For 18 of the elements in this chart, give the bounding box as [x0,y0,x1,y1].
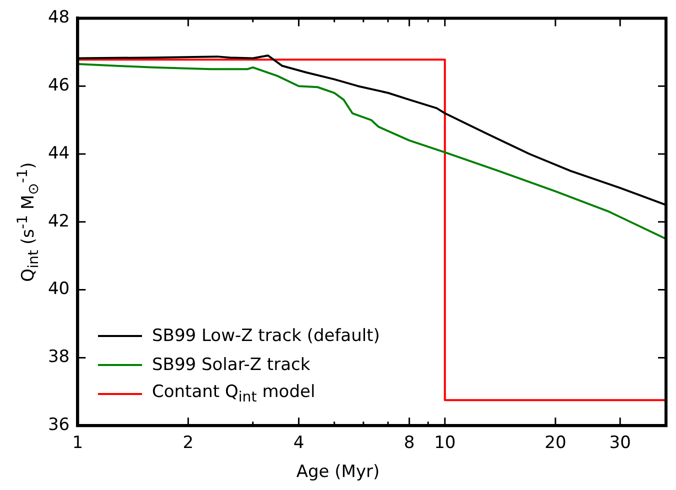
y-tick-label: 42 [48,211,70,232]
y-tick-label: 36 [48,415,70,436]
x-axis-title: Age (Myr) [295,462,381,482]
legend-label: SB99 Low-Z track (default) [152,326,380,346]
legend-label: Contant Q$_{int}$ model [152,382,316,406]
x-tick-label: 4 [293,433,304,454]
x-tick-label: 2 [182,433,194,454]
x-tick-label: 10 [434,433,456,454]
x-tick-label: 20 [544,433,566,454]
y-tick-label: 44 [48,143,70,164]
x-tick-label: 8 [404,433,415,454]
x-tick-label: 1 [72,433,84,454]
y-tick-label: 38 [48,347,70,368]
y-tick-label: 48 [48,8,70,28]
x-tick-label: 30 [609,433,631,454]
y-tick-label: 46 [48,76,70,96]
legend-label: SB99 Solar-Z track [152,354,310,374]
y-tick-label: 40 [48,279,70,300]
